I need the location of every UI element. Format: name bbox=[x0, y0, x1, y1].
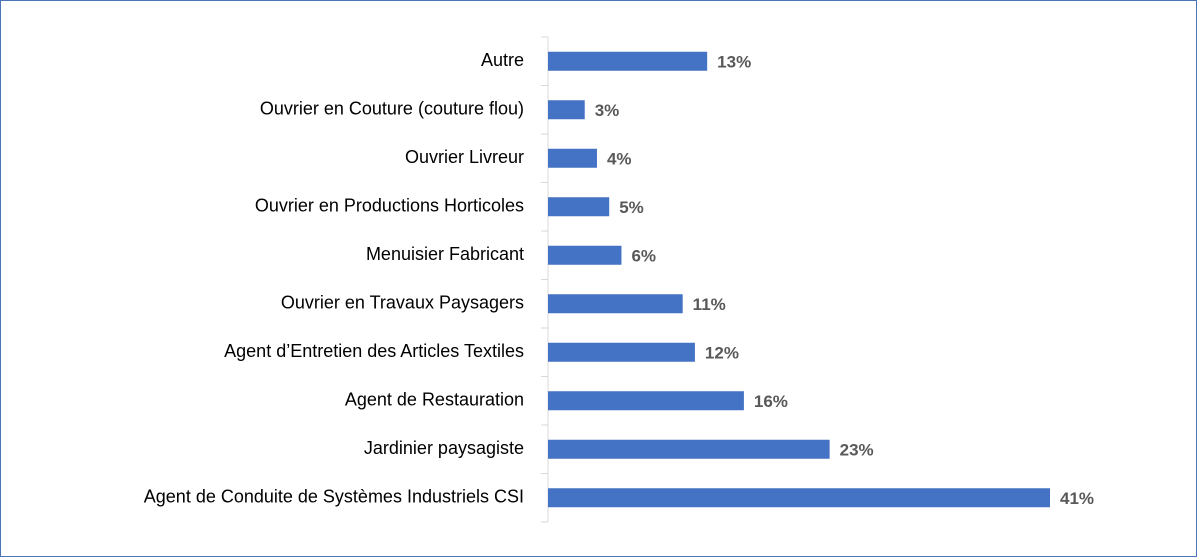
y-tick-label: Autre bbox=[481, 50, 524, 70]
data-label: 11% bbox=[693, 295, 726, 314]
y-tick-label: Agent de Restauration bbox=[345, 390, 524, 410]
bar bbox=[548, 391, 744, 411]
bar bbox=[548, 148, 597, 168]
bar bbox=[548, 245, 622, 265]
bar bbox=[548, 342, 695, 362]
data-label: 12% bbox=[705, 344, 739, 363]
y-tick-label: Agent de Conduite de Systèmes Industriel… bbox=[144, 487, 524, 507]
y-tick-label: Ouvrier en Couture (couture flou) bbox=[260, 99, 524, 119]
bar bbox=[548, 439, 830, 459]
data-label: 41% bbox=[1060, 489, 1094, 508]
bar bbox=[548, 294, 683, 314]
data-label: 23% bbox=[840, 441, 874, 460]
data-label: 16% bbox=[754, 392, 788, 411]
data-label: 3% bbox=[595, 101, 620, 120]
data-label: 13% bbox=[717, 53, 751, 72]
y-tick-label: Ouvrier en Travaux Paysagers bbox=[281, 293, 524, 313]
data-label: 5% bbox=[619, 198, 644, 217]
y-tick-label: Agent d’Entretien des Articles Textiles bbox=[224, 341, 524, 361]
bar bbox=[548, 100, 585, 120]
y-tick-label: Menuisier Fabricant bbox=[366, 244, 524, 264]
bar bbox=[548, 488, 1050, 508]
y-tick-label: Jardinier paysagiste bbox=[364, 438, 524, 458]
y-tick-label: Ouvrier Livreur bbox=[405, 147, 524, 167]
bar bbox=[548, 51, 708, 71]
data-label: 6% bbox=[631, 247, 656, 266]
data-label: 4% bbox=[607, 150, 632, 169]
y-tick-label: Ouvrier en Productions Horticoles bbox=[255, 196, 524, 216]
bar bbox=[548, 197, 610, 217]
